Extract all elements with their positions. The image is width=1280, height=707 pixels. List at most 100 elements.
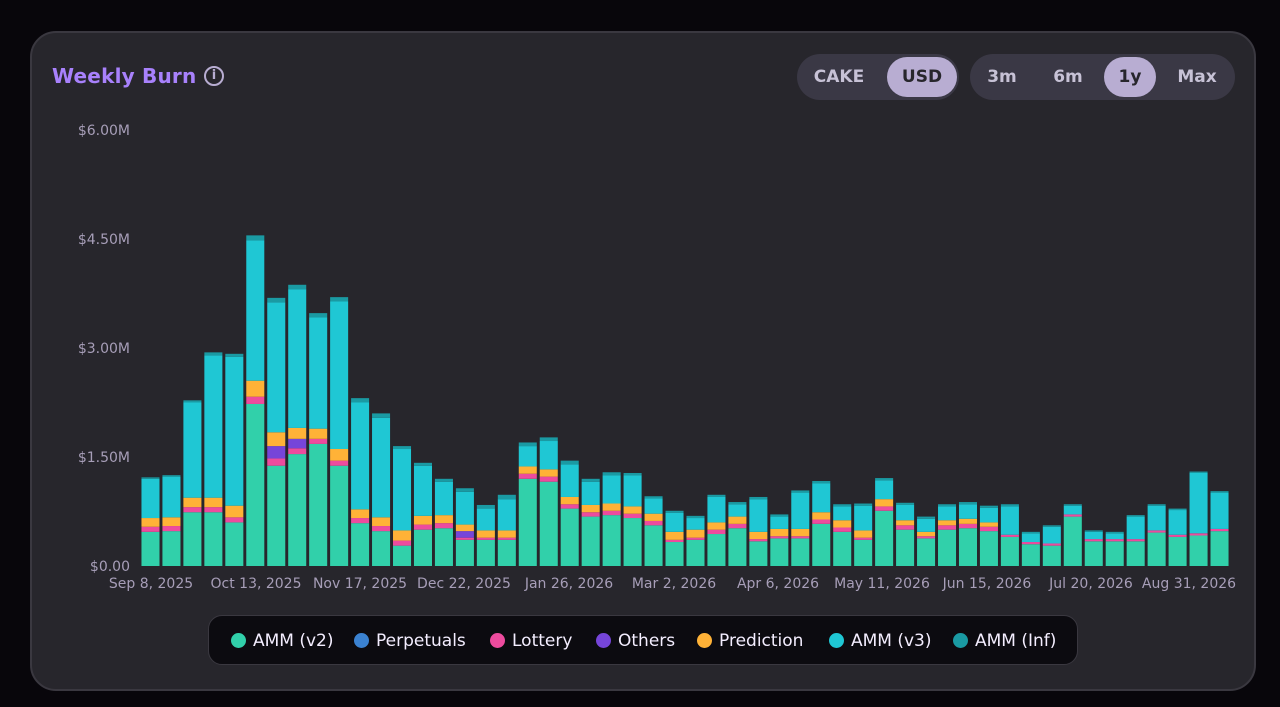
bar-segment bbox=[812, 480, 831, 484]
legend-item-amm-inf[interactable]: AMM (Inf) bbox=[953, 630, 1056, 652]
bar-group[interactable] bbox=[812, 480, 831, 566]
bar-group[interactable] bbox=[896, 502, 915, 566]
bar-group[interactable] bbox=[979, 505, 998, 566]
bar-segment bbox=[162, 517, 181, 527]
bar-group[interactable] bbox=[749, 496, 768, 566]
legend-item-amm-v2[interactable]: AMM (v2) bbox=[231, 630, 334, 652]
bar-segment bbox=[455, 539, 474, 566]
bar-group[interactable] bbox=[309, 313, 328, 566]
bar-group[interactable] bbox=[141, 477, 160, 566]
bar-group[interactable] bbox=[1189, 471, 1208, 566]
bar-group[interactable] bbox=[917, 516, 936, 566]
bar-group[interactable] bbox=[770, 514, 789, 566]
legend-dot-icon bbox=[953, 633, 968, 648]
bar-group[interactable] bbox=[455, 488, 474, 566]
bar-segment bbox=[770, 538, 789, 566]
range-max-button[interactable]: Max bbox=[1177, 67, 1217, 87]
range-1y-button[interactable]: 1y bbox=[1104, 57, 1156, 97]
bar-group[interactable] bbox=[267, 297, 286, 566]
bar-group[interactable] bbox=[330, 297, 349, 566]
currency-usd-button[interactable]: USD bbox=[887, 57, 957, 97]
bar-group[interactable] bbox=[644, 496, 663, 566]
bar-group[interactable] bbox=[497, 494, 516, 566]
bar-group[interactable] bbox=[581, 478, 600, 566]
bar-segment bbox=[749, 496, 768, 500]
bar-group[interactable] bbox=[1084, 530, 1103, 566]
range-3m-button[interactable]: 3m bbox=[987, 67, 1017, 87]
bar-segment bbox=[854, 505, 873, 531]
bar-group[interactable] bbox=[162, 475, 181, 566]
legend-item-lottery[interactable]: Lottery bbox=[490, 630, 572, 652]
legend-item-prediction[interactable]: Prediction bbox=[697, 630, 803, 652]
bar-group[interactable] bbox=[1042, 525, 1061, 566]
bar-group[interactable] bbox=[476, 504, 495, 566]
bar-group[interactable] bbox=[246, 235, 265, 566]
bar-segment bbox=[749, 499, 768, 532]
x-tick-label: Apr 6, 2026 bbox=[737, 576, 819, 592]
info-icon[interactable]: i bbox=[204, 66, 224, 86]
bar-group[interactable] bbox=[1105, 531, 1124, 566]
bar-group[interactable] bbox=[623, 472, 642, 566]
legend-item-amm-v3[interactable]: AMM (v3) bbox=[829, 630, 932, 652]
bar-segment bbox=[330, 449, 349, 461]
bar-segment bbox=[476, 530, 495, 538]
bar-group[interactable] bbox=[728, 502, 747, 566]
bar-group[interactable] bbox=[372, 413, 391, 566]
bar-segment bbox=[833, 520, 852, 528]
bar-segment bbox=[665, 512, 684, 532]
bar-group[interactable] bbox=[1000, 504, 1019, 566]
bar-group[interactable] bbox=[1021, 531, 1040, 566]
bar-group[interactable] bbox=[854, 503, 873, 566]
bar-segment bbox=[979, 505, 998, 508]
bar-group[interactable] bbox=[351, 398, 370, 566]
bar-segment bbox=[162, 475, 181, 477]
bar-segment bbox=[686, 537, 705, 540]
bar-segment bbox=[1042, 543, 1061, 546]
bar-segment bbox=[728, 516, 747, 524]
bar-group[interactable] bbox=[875, 478, 894, 566]
bar-group[interactable] bbox=[833, 504, 852, 566]
bar-group[interactable] bbox=[413, 462, 432, 566]
bar-group[interactable] bbox=[434, 478, 453, 566]
bar-group[interactable] bbox=[707, 494, 726, 566]
bar-group[interactable] bbox=[958, 502, 977, 566]
bar-segment bbox=[1189, 535, 1208, 566]
bar-segment bbox=[225, 353, 244, 357]
bar-group[interactable] bbox=[560, 460, 579, 566]
bar-group[interactable] bbox=[938, 504, 957, 566]
bar-group[interactable] bbox=[686, 515, 705, 566]
bar-segment bbox=[246, 396, 265, 404]
bar-group[interactable] bbox=[518, 442, 537, 566]
legend-item-others[interactable]: Others bbox=[596, 630, 675, 652]
bar-segment bbox=[539, 441, 558, 470]
bar-segment bbox=[875, 478, 894, 481]
currency-cake-button[interactable]: CAKE bbox=[813, 67, 865, 87]
bar-segment bbox=[665, 531, 684, 540]
bar-segment bbox=[288, 454, 307, 566]
bar-group[interactable] bbox=[1147, 504, 1166, 566]
bar-segment bbox=[602, 503, 621, 511]
bar-group[interactable] bbox=[791, 490, 810, 566]
bar-segment bbox=[434, 528, 453, 566]
bar-group[interactable] bbox=[225, 353, 244, 566]
bar-group[interactable] bbox=[393, 446, 412, 566]
bar-group[interactable] bbox=[288, 284, 307, 566]
bar-group[interactable] bbox=[1063, 504, 1082, 566]
bar-segment bbox=[686, 518, 705, 530]
bar-segment bbox=[141, 531, 160, 566]
bar-segment bbox=[1189, 533, 1208, 536]
legend-label: AMM (v3) bbox=[851, 631, 932, 651]
bar-group[interactable] bbox=[602, 472, 621, 566]
bar-group[interactable] bbox=[204, 352, 223, 566]
bar-group[interactable] bbox=[1210, 491, 1229, 566]
bar-group[interactable] bbox=[665, 510, 684, 566]
bar-group[interactable] bbox=[183, 400, 202, 566]
legend-item-perpetuals[interactable]: Perpetuals bbox=[354, 630, 466, 652]
bar-group[interactable] bbox=[1126, 515, 1145, 566]
bar-segment bbox=[372, 526, 391, 532]
range-6m-button[interactable]: 6m bbox=[1053, 67, 1083, 87]
bar-group[interactable] bbox=[1168, 508, 1187, 566]
bar-group[interactable] bbox=[539, 437, 558, 566]
bar-segment bbox=[518, 466, 537, 474]
